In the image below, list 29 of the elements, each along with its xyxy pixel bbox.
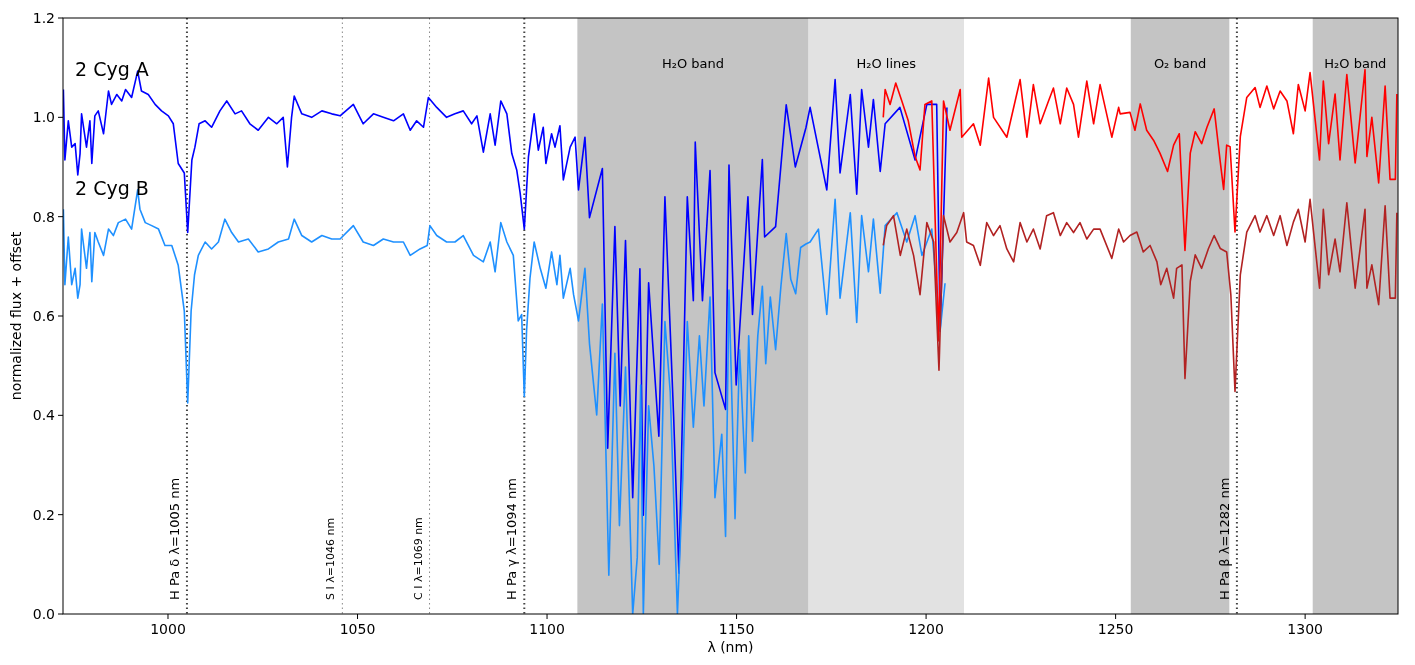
band-label: H₂O lines bbox=[856, 56, 917, 71]
band-label: H₂O band bbox=[1324, 56, 1387, 71]
ref-line-label: S I λ=1046 nm bbox=[324, 517, 338, 600]
line-series bbox=[882, 68, 1398, 342]
band-label: O₂ band bbox=[1153, 56, 1207, 71]
y-tick-label: 1.0 bbox=[32, 109, 55, 126]
x-tick-label: 1100 bbox=[529, 621, 565, 637]
x-tick-label: 1300 bbox=[1287, 621, 1323, 637]
ref-line-label: C I λ=1069 nm bbox=[411, 517, 425, 600]
series-label: 2 Cyg B bbox=[75, 177, 149, 200]
x-tick-label: 1200 bbox=[908, 621, 944, 637]
y-tick-label: 0.8 bbox=[32, 208, 55, 225]
x-tick-label: 1150 bbox=[718, 621, 755, 637]
y-tick-label: 1.2 bbox=[32, 9, 55, 26]
y-axis-title: normalized flux + offset bbox=[8, 231, 24, 401]
x-axis-title: λ (nm) bbox=[707, 639, 754, 655]
line-series bbox=[882, 198, 1398, 393]
y-tick-label: 0.4 bbox=[32, 407, 56, 424]
ref-line-label: H Pa γ λ=1094 nm bbox=[504, 478, 520, 600]
band-label: H₂O band bbox=[661, 56, 725, 71]
ref-line-label: H Pa δ λ=1005 nm bbox=[166, 477, 182, 600]
series-label: 2 Cyg A bbox=[75, 57, 149, 80]
y-tick-label: 0.0 bbox=[32, 605, 55, 622]
y-tick-label: 0.6 bbox=[32, 307, 56, 324]
x-tick-label: 1050 bbox=[339, 621, 376, 637]
x-tick-label: 1000 bbox=[150, 621, 186, 637]
x-tick-label: 1250 bbox=[1097, 621, 1134, 637]
y-tick-label: 0.2 bbox=[32, 506, 55, 523]
ref-line-label: H Pa β λ=1282 nm bbox=[1216, 477, 1232, 600]
